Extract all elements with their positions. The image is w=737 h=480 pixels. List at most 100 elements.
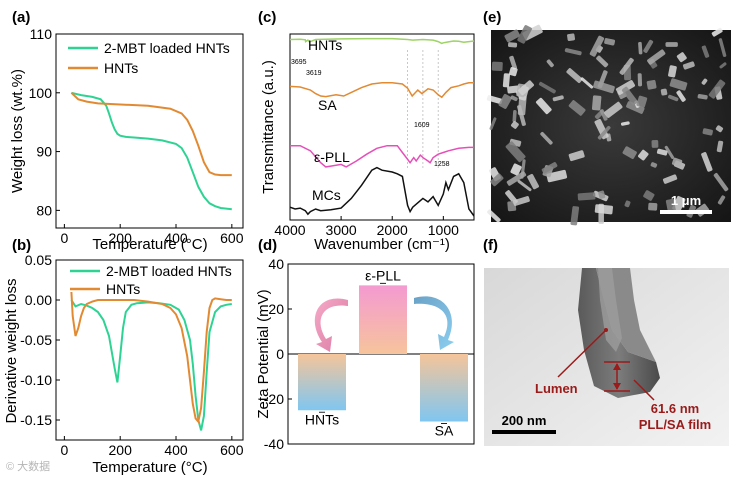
ftir-series-label: SA bbox=[318, 97, 337, 113]
panel-b-label: (b) bbox=[12, 237, 31, 254]
x-tick-label: 400 bbox=[164, 230, 188, 246]
sem-platelet bbox=[506, 171, 527, 186]
x-tick-label: 4000 bbox=[274, 222, 305, 238]
sem-platelet bbox=[643, 190, 655, 201]
y-tick-label: -0.15 bbox=[20, 412, 52, 428]
x-tick-label: 0 bbox=[60, 442, 68, 458]
sem-platelet bbox=[637, 73, 643, 87]
panel-a-xlabel: Temperature (°C) bbox=[92, 236, 207, 253]
panel-a-plot-frame bbox=[55, 33, 244, 229]
bar-category-label: ε-PLL bbox=[365, 267, 401, 283]
sem-platelet bbox=[566, 68, 583, 84]
ftir-curve-0 bbox=[289, 37, 475, 45]
film-label: PLL/SA film bbox=[639, 417, 711, 432]
sem-scale-label: 1 μm bbox=[671, 193, 701, 208]
sem-platelet bbox=[672, 195, 686, 213]
sem-platelet bbox=[505, 141, 526, 163]
x-tick-label: 3000 bbox=[326, 222, 357, 238]
sem-platelet bbox=[622, 146, 637, 160]
sem-platelet bbox=[596, 55, 609, 68]
panel-a-legend: 2-MBT loaded HNTs HNTs bbox=[68, 40, 230, 76]
sem-platelet bbox=[651, 140, 659, 148]
sem-platelet bbox=[599, 109, 608, 121]
sem-platelet bbox=[510, 95, 518, 102]
sem-platelet bbox=[621, 86, 638, 106]
panel-d: (d) HNTs ε-PLL SA -40 -20 0 20 40 Zeta Potentia… bbox=[255, 237, 475, 452]
sem-platelet bbox=[638, 149, 649, 161]
sem-platelet bbox=[636, 95, 648, 108]
sem-platelet bbox=[668, 65, 677, 78]
sem-platelet bbox=[701, 45, 710, 58]
sem-platelet bbox=[665, 42, 678, 47]
sem-platelet bbox=[564, 48, 582, 56]
tem-scale-label: 200 nm bbox=[502, 413, 547, 428]
sem-platelet bbox=[626, 101, 645, 114]
panel-f-label: (f) bbox=[483, 237, 498, 254]
film-arrow-head-bottom bbox=[613, 383, 621, 390]
y-tick-label: -20 bbox=[264, 391, 284, 407]
bar-category-label: HNTs bbox=[305, 411, 339, 427]
panel-a: (a) 0 200 400 600 80 90 100 110 Temperature (°C… bbox=[9, 9, 244, 253]
ftir-annotation: 3619 bbox=[306, 70, 322, 77]
ftir-series-label: ε-PLL bbox=[314, 149, 350, 165]
tem-tube bbox=[578, 268, 660, 398]
bar-category-label: SA bbox=[435, 423, 454, 439]
sem-platelet bbox=[702, 128, 713, 136]
sem-platelet bbox=[717, 195, 726, 205]
sem-platelet bbox=[669, 78, 688, 91]
sem-platelet bbox=[567, 33, 576, 41]
panel-d-plot: HNTs ε-PLL SA -40 -20 0 20 40 bbox=[264, 256, 474, 452]
sem-platelet bbox=[518, 80, 534, 96]
sem-platelet bbox=[487, 209, 501, 223]
sem-platelet bbox=[517, 25, 532, 44]
sem-platelet bbox=[541, 162, 558, 174]
sem-platelet bbox=[509, 67, 518, 77]
sem-platelet bbox=[664, 145, 675, 159]
sem-platelet bbox=[646, 79, 657, 90]
sem-platelet bbox=[660, 88, 668, 96]
x-tick-label: 0 bbox=[60, 230, 68, 246]
panel-b-plot-frame bbox=[55, 259, 244, 441]
x-tick-label: 400 bbox=[164, 442, 188, 458]
sem-platelet bbox=[604, 101, 623, 118]
sem-platelet bbox=[511, 121, 519, 129]
sem-platelet bbox=[715, 125, 724, 133]
y-tick-label: 100 bbox=[29, 85, 53, 101]
sem-platelet bbox=[552, 95, 564, 102]
y-tick-label: -0.10 bbox=[20, 372, 52, 388]
sem-platelet bbox=[701, 78, 708, 85]
sem-platelet bbox=[593, 80, 615, 94]
panel-b-xlabel: Temperature (°C) bbox=[92, 459, 207, 476]
ftir-series-label: MCs bbox=[312, 187, 341, 203]
panel-b-ylabel: Derivative weight loss bbox=[3, 278, 20, 423]
sem-platelet bbox=[512, 196, 530, 206]
sem-platelet bbox=[577, 192, 596, 201]
sem-platelet bbox=[517, 179, 532, 192]
film-arrow-head-top bbox=[613, 363, 621, 370]
y-tick-label: 0.00 bbox=[25, 292, 52, 308]
sem-platelet bbox=[527, 173, 539, 190]
sem-platelet bbox=[589, 35, 605, 57]
panel-d-label: (d) bbox=[258, 237, 277, 254]
sem-platelet bbox=[598, 190, 606, 199]
sem-platelet bbox=[490, 173, 504, 187]
sem-platelet bbox=[713, 173, 729, 192]
y-tick-label: 40 bbox=[268, 256, 284, 272]
sem-platelet bbox=[591, 95, 602, 111]
sem-platelets bbox=[486, 24, 729, 226]
sem-platelet bbox=[638, 41, 643, 55]
sem-platelet bbox=[509, 55, 517, 70]
zeta-bar bbox=[359, 285, 407, 354]
sem-platelet bbox=[708, 79, 726, 99]
series-line-0 bbox=[71, 91, 232, 211]
sem-platelet bbox=[568, 150, 585, 162]
y-tick-label: 20 bbox=[268, 301, 284, 317]
panel-b-legend: 2-MBT loaded HNTs HNTs bbox=[70, 263, 232, 297]
zeta-bar bbox=[298, 354, 346, 411]
lumen-pointer-dot bbox=[604, 328, 608, 332]
sem-platelet bbox=[656, 148, 668, 156]
x-tick-label: 600 bbox=[220, 230, 244, 246]
y-tick-label: 80 bbox=[36, 202, 52, 218]
sem-platelet bbox=[650, 162, 658, 168]
